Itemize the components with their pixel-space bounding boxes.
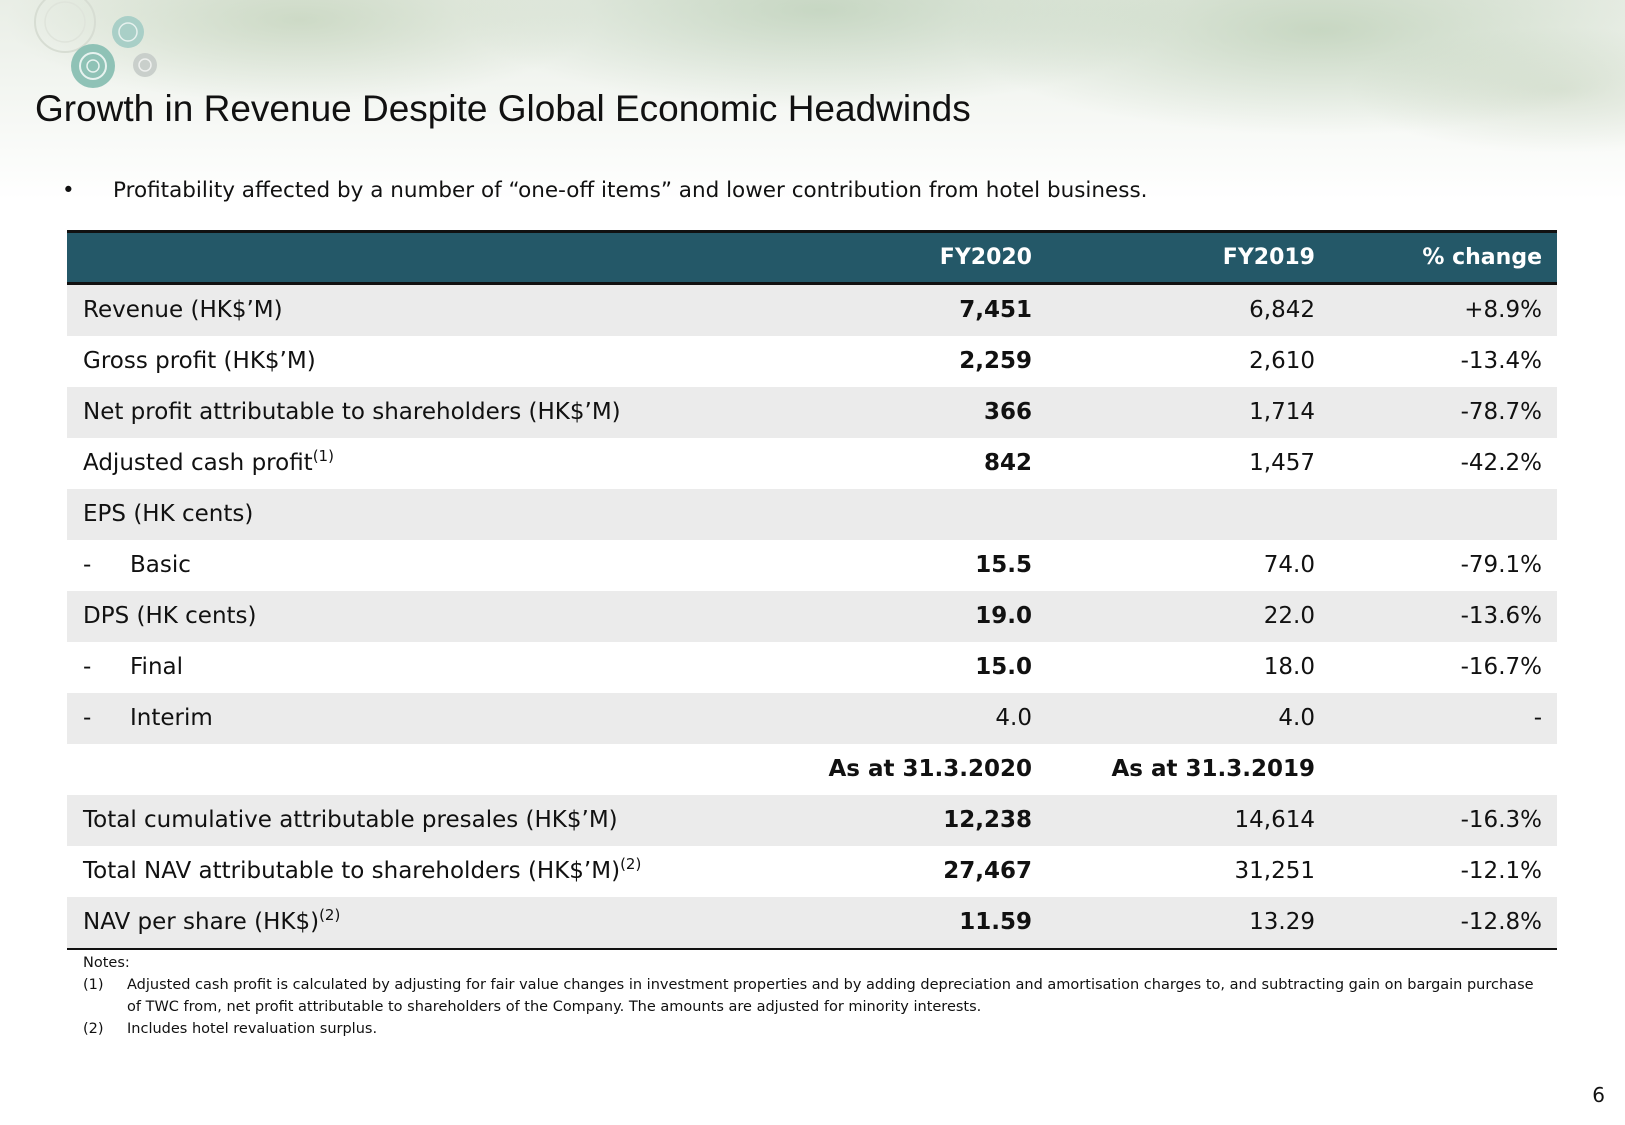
fy2019-value: 22.0: [1263, 603, 1315, 629]
footnote-number: (1): [83, 977, 104, 993]
fy2019-value: 1,457: [1249, 450, 1315, 476]
row-label-wrap: Total NAV attributable to shareholders (…: [83, 846, 641, 897]
row-label: Basic: [130, 552, 191, 578]
footnote-item: (2) Includes hotel revaluation surplus.: [83, 1018, 1543, 1040]
row-label: Adjusted cash profit: [83, 450, 313, 476]
change-value: -78.7%: [1460, 399, 1542, 425]
bullet-text: Profitability affected by a number of “o…: [113, 178, 1148, 203]
sub-item-dash: -: [83, 705, 92, 731]
table-row: Total cumulative attributable presales (…: [67, 795, 1557, 846]
change-value: -13.6%: [1460, 603, 1542, 629]
row-label: Final: [130, 654, 184, 680]
table-row: Total NAV attributable to shareholders (…: [67, 846, 1557, 897]
sub-item-dash: -: [83, 552, 92, 578]
page-number: 6: [1592, 1083, 1605, 1107]
change-value: -16.3%: [1460, 807, 1542, 833]
row-label: Gross profit (HK$’M): [83, 348, 316, 374]
change-value: -12.1%: [1460, 858, 1542, 884]
header-change: % change: [1422, 245, 1542, 270]
sub-item-dash: -: [83, 654, 92, 680]
fy2019-value: 4.0: [1278, 705, 1315, 731]
fy2020-value: 19.0: [975, 603, 1032, 629]
fy2019-value: 31,251: [1234, 858, 1315, 884]
row-label: Revenue (HK$’M): [83, 297, 283, 323]
fy2019-value: 6,842: [1249, 297, 1315, 323]
row-label: DPS (HK cents): [83, 603, 257, 629]
fy2020-value: 4.0: [995, 705, 1032, 731]
table-row: Gross profit (HK$’M) 2,259 2,610 -13.4%: [67, 336, 1557, 387]
fy2019-value: 18.0: [1263, 654, 1315, 680]
fy2020-value: 366: [983, 399, 1032, 425]
fy2019-value: 2,610: [1249, 348, 1315, 374]
fy2019-value: 13.29: [1249, 909, 1315, 935]
change-value: +8.9%: [1464, 297, 1542, 323]
table-header: FY2020 FY2019 % change: [67, 233, 1557, 285]
header-foliage-background: [0, 0, 1625, 200]
row-label: Net profit attributable to shareholders …: [83, 399, 621, 425]
header-fy2020: FY2020: [939, 245, 1032, 270]
notes-heading: Notes:: [83, 955, 130, 971]
fy2020-value: 15.5: [975, 552, 1032, 578]
as-at-row: As at 31.3.2020 As at 31.3.2019: [67, 744, 1557, 795]
table-row: - Interim 4.0 4.0 -: [67, 693, 1557, 744]
row-label: NAV per share (HK$): [83, 909, 320, 935]
page-title: Growth in Revenue Despite Global Economi…: [35, 88, 971, 129]
table-row: DPS (HK cents) 19.0 22.0 -13.6%: [67, 591, 1557, 642]
fy2020-value: 12,238: [943, 807, 1032, 833]
table-row: Adjusted cash profit(1) 842 1,457 -42.2%: [67, 438, 1557, 489]
fy2020-value: 11.59: [959, 909, 1032, 935]
note-reference: (2): [319, 906, 341, 924]
fy2019-value: 1,714: [1249, 399, 1315, 425]
fy2020-value: 842: [983, 450, 1032, 476]
row-label: EPS (HK cents): [83, 501, 254, 527]
fy2020-value: 15.0: [975, 654, 1032, 680]
footnote-text: Adjusted cash profit is calculated by ad…: [127, 977, 1534, 1015]
logo-circles-icon: [34, 0, 157, 88]
table-row: - Basic 15.5 74.0 -79.1%: [67, 540, 1557, 591]
change-value: -79.1%: [1460, 552, 1542, 578]
change-value: -42.2%: [1460, 450, 1542, 476]
fy2019-value: 74.0: [1263, 552, 1315, 578]
footnote-item: (1) Adjusted cash profit is calculated b…: [83, 974, 1543, 1018]
fy2020-value: 27,467: [943, 858, 1032, 884]
row-label-wrap: Adjusted cash profit(1): [83, 438, 334, 489]
financial-summary-table: FY2020 FY2019 % change Revenue (HK$’M) 7…: [67, 230, 1557, 950]
as-at-fy2019: As at 31.3.2019: [1111, 756, 1315, 782]
change-value: -13.4%: [1460, 348, 1542, 374]
row-label: Total NAV attributable to shareholders (…: [83, 858, 621, 884]
footnotes: Notes: (1) Adjusted cash profit is calcu…: [83, 952, 1543, 1040]
as-at-fy2020: As at 31.3.2020: [828, 756, 1032, 782]
header-fy2019: FY2019: [1222, 245, 1315, 270]
change-value: -: [1533, 705, 1542, 731]
row-label: Total cumulative attributable presales (…: [83, 807, 618, 833]
bullet-symbol: •: [62, 178, 75, 203]
fy2020-value: 7,451: [959, 297, 1032, 323]
table-row: Net profit attributable to shareholders …: [67, 387, 1557, 438]
change-value: -12.8%: [1460, 909, 1542, 935]
fy2020-value: 2,259: [959, 348, 1032, 374]
footnote-number: (2): [83, 1021, 104, 1037]
change-value: -16.7%: [1460, 654, 1542, 680]
note-reference: (2): [620, 855, 642, 873]
table-row: NAV per share (HK$)(2) 11.59 13.29 -12.8…: [67, 897, 1557, 950]
table-row: EPS (HK cents): [67, 489, 1557, 540]
row-label-wrap: NAV per share (HK$)(2): [83, 897, 340, 948]
table-row: - Final 15.0 18.0 -16.7%: [67, 642, 1557, 693]
fy2019-value: 14,614: [1234, 807, 1315, 833]
table-row: Revenue (HK$’M) 7,451 6,842 +8.9%: [67, 285, 1557, 336]
row-label: Interim: [130, 705, 213, 731]
note-reference: (1): [312, 447, 334, 465]
footnote-text: Includes hotel revaluation surplus.: [127, 1021, 378, 1037]
